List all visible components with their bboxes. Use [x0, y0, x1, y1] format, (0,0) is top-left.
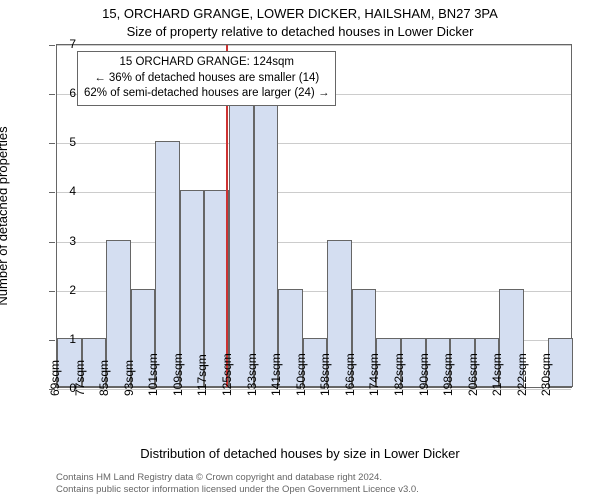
ytick-label: 4 — [36, 184, 76, 198]
gridline — [57, 242, 571, 243]
histogram-bar — [155, 141, 180, 387]
ytick-label: 1 — [36, 332, 76, 346]
histogram-bar — [254, 92, 279, 387]
gridline — [57, 192, 571, 193]
y-axis-label: Number of detached properties — [0, 126, 10, 305]
footer-line1: Contains HM Land Registry data © Crown c… — [56, 472, 419, 484]
gridline — [57, 45, 571, 46]
x-axis-label: Distribution of detached houses by size … — [0, 446, 600, 461]
chart-title-subtitle: Size of property relative to detached ho… — [0, 24, 600, 39]
ytick-label: 7 — [36, 37, 76, 51]
callout-line3: 62% of semi-detached houses are larger (… — [84, 86, 329, 102]
plot-area: 15 ORCHARD GRANGE: 124sqm ← 36% of detac… — [56, 44, 572, 388]
chart-title-address: 15, ORCHARD GRANGE, LOWER DICKER, HAILSH… — [0, 6, 600, 21]
ytick-label: 3 — [36, 234, 76, 248]
footer-line2: Contains public sector information licen… — [56, 484, 419, 496]
ytick-label: 5 — [36, 135, 76, 149]
callout-line1: 15 ORCHARD GRANGE: 124sqm — [84, 55, 329, 71]
histogram-bar — [229, 92, 254, 387]
ytick-label: 6 — [36, 86, 76, 100]
footer-attribution: Contains HM Land Registry data © Crown c… — [56, 472, 419, 496]
gridline — [57, 143, 571, 144]
ytick-label: 2 — [36, 283, 76, 297]
marker-callout: 15 ORCHARD GRANGE: 124sqm ← 36% of detac… — [77, 51, 336, 106]
callout-line2: ← 36% of detached houses are smaller (14… — [84, 71, 329, 87]
